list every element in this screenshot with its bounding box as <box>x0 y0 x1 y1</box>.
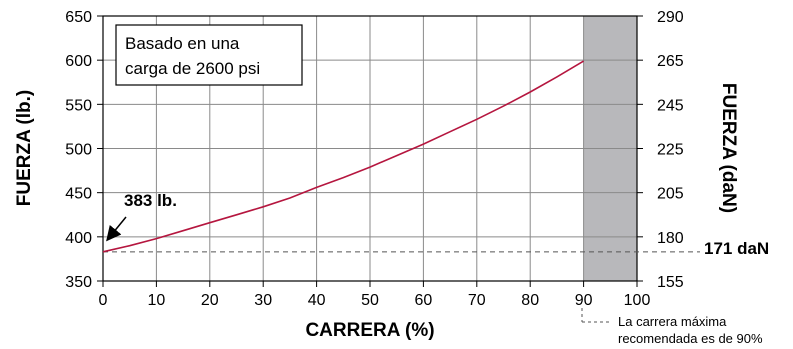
y-left-tick-label: 400 <box>65 230 92 247</box>
start-point-arrow <box>106 216 127 242</box>
x-tick-label: 80 <box>521 292 539 309</box>
x-tick-label: 70 <box>468 292 486 309</box>
y-left-tick-label: 350 <box>65 274 92 291</box>
y-left-tick-label: 550 <box>65 97 92 114</box>
x-tick-label: 100 <box>624 292 651 309</box>
y-left-tick-label: 450 <box>65 186 92 203</box>
y-right-tick-label: 225 <box>657 142 684 159</box>
start-point-label: 383 lb. <box>124 191 177 210</box>
info-box-line-2: carga de 2600 psi <box>125 59 260 78</box>
x-tick-label: 0 <box>99 292 108 309</box>
x-tick-label: 90 <box>575 292 593 309</box>
x-tick-label: 50 <box>361 292 379 309</box>
y-axis-right-title: FUERZA (daN) <box>718 83 739 213</box>
note-line-1: La carrera máxima <box>618 314 727 329</box>
series-line <box>102 60 585 253</box>
x-tick-label: 10 <box>148 292 166 309</box>
y-right-tick-label: 155 <box>657 274 684 291</box>
y-left-tick-label: 600 <box>65 53 92 70</box>
y-right-tick-label: 245 <box>657 97 684 114</box>
x-tick-label: 40 <box>308 292 326 309</box>
reference-line-label: 171 daN <box>704 239 769 258</box>
note-line-2: recomendada es de 90% <box>618 331 763 346</box>
info-box: Basado en una carga de 2600 psi <box>115 24 303 86</box>
y-right-tick-label: 290 <box>657 9 684 26</box>
y-right-tick-label: 180 <box>657 230 684 247</box>
y-right-tick-label: 205 <box>657 186 684 203</box>
x-tick-label: 30 <box>254 292 272 309</box>
y-left-tick-label: 650 <box>65 9 92 26</box>
axis-ticks: 0 10 20 30 40 50 60 70 80 90 100 350 400 450 500 550 600… <box>65 9 684 309</box>
x-axis-title: CARRERA (%) <box>305 320 434 341</box>
x-tick-label: 60 <box>415 292 433 309</box>
info-box-frame <box>115 24 303 86</box>
x-tick-label: 20 <box>201 292 219 309</box>
y-right-tick-label: 265 <box>657 53 684 70</box>
y-left-tick-label: 500 <box>65 142 92 159</box>
info-box-line-1: Basado en una <box>125 34 240 53</box>
y-axis-left-title: FUERZA (lb.) <box>14 90 35 206</box>
